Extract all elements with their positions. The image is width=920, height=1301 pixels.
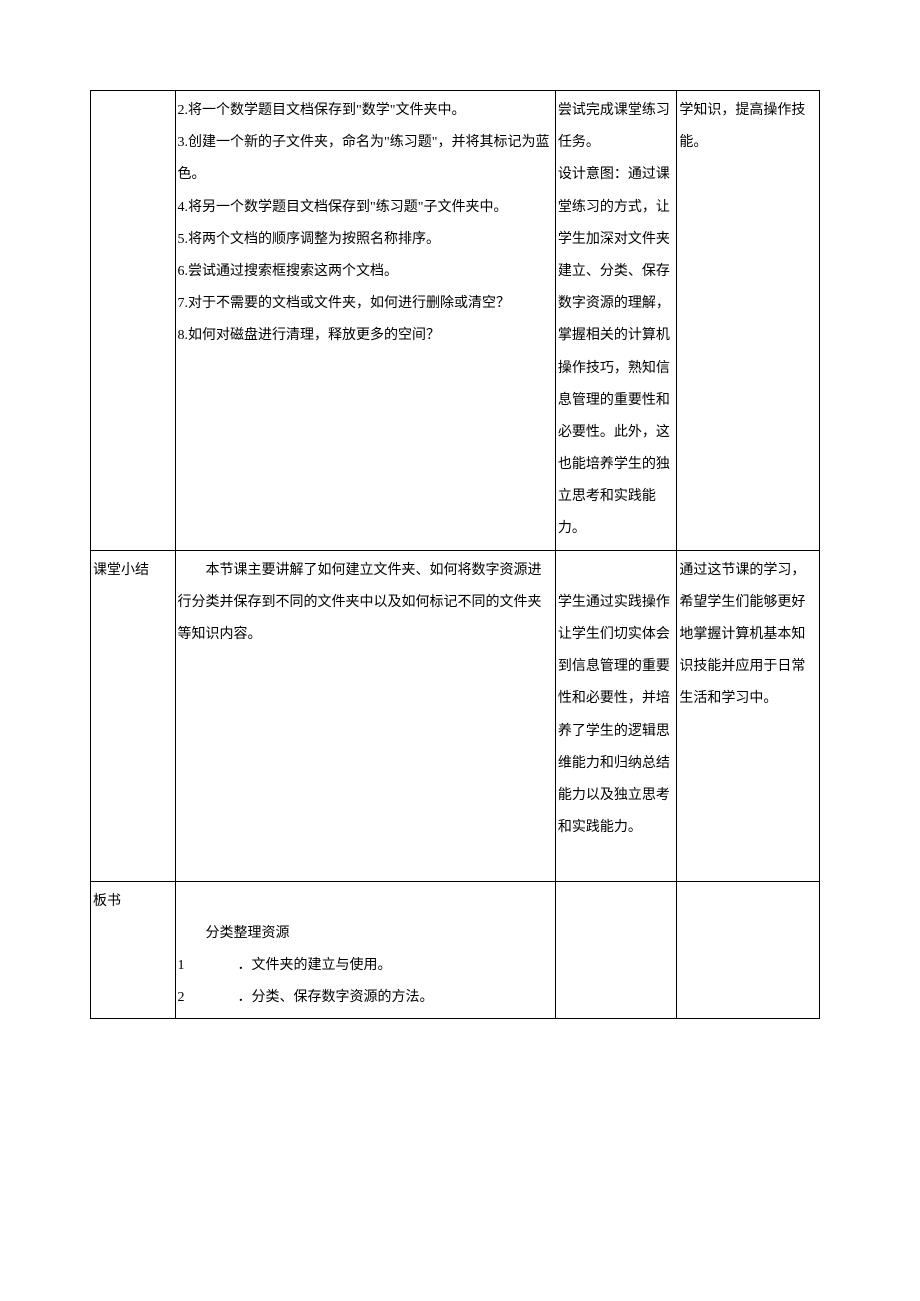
cell-design-intent	[677, 881, 820, 1019]
cell-student-activity: 学生通过实践操作让学生们切实体会到信息管理的重要性和必要性，并培养了学生的逻辑思…	[555, 550, 677, 881]
content-line: 8.如何对磁盘进行清理，释放更多的空间？	[178, 320, 553, 352]
board-item: 1．文件夹的建立与使用。	[178, 950, 553, 982]
content-line: 4.将另一个数学题目文档保存到"练习题"子文件夹中。	[178, 192, 553, 224]
table-row: 课堂小结 本节课主要讲解了如何建立文件夹、如何将数字资源进行分类并保存到不同的文…	[91, 550, 820, 881]
cell-student-activity	[555, 881, 677, 1019]
item-number: 2	[178, 982, 238, 1014]
content-line: 7.对于不需要的文档或文件夹，如何进行删除或清空？	[178, 288, 553, 320]
lesson-plan-table: 2.将一个数学题目文档保存到"数学"文件夹中。 3.创建一个新的子文件夹，命名为…	[90, 90, 820, 1019]
cell-stage: 板书	[91, 881, 176, 1019]
cell-design-intent: 通过这节课的学习，希望学生们能够更好地掌握计算机基本知识技能并应用于日常生活和学…	[677, 550, 820, 881]
cell-design-intent: 学知识，提高操作技能。	[677, 91, 820, 551]
student-activity-text: 学生通过实践操作让学生们切实体会到信息管理的重要性和必要性，并培养了学生的逻辑思…	[558, 595, 670, 835]
content-line: 5.将两个文档的顺序调整为按照名称排序。	[178, 224, 553, 256]
cell-stage: 课堂小结	[91, 550, 176, 881]
board-item: 2．分类、保存数字资源的方法。	[178, 982, 553, 1014]
content-line: 3.创建一个新的子文件夹，命名为"练习题"，并将其标记为蓝色。	[178, 127, 553, 191]
item-text: ．文件夹的建立与使用。	[238, 958, 392, 973]
table-row: 2.将一个数学题目文档保存到"数学"文件夹中。 3.创建一个新的子文件夹，命名为…	[91, 91, 820, 551]
cell-student-activity: 尝试完成课堂练习任务。 设计意图：通过课堂练习的方式，让学生加深对文件夹建立、分…	[555, 91, 677, 551]
document-page: 2.将一个数学题目文档保存到"数学"文件夹中。 3.创建一个新的子文件夹，命名为…	[0, 0, 920, 1109]
content-line: 6.尝试通过搜索框搜索这两个文档。	[178, 256, 553, 288]
cell-content: 2.将一个数学题目文档保存到"数学"文件夹中。 3.创建一个新的子文件夹，命名为…	[175, 91, 555, 551]
summary-text: 本节课主要讲解了如何建立文件夹、如何将数字资源进行分类并保存到不同的文件夹中以及…	[178, 555, 553, 652]
content-line: 2.将一个数学题目文档保存到"数学"文件夹中。	[178, 95, 553, 127]
table-row: 板书 分类整理资源 1．文件夹的建立与使用。 2．分类、保存数字资源的方法。	[91, 881, 820, 1019]
item-text: ．分类、保存数字资源的方法。	[238, 990, 434, 1005]
cell-content: 本节课主要讲解了如何建立文件夹、如何将数字资源进行分类并保存到不同的文件夹中以及…	[175, 550, 555, 881]
board-title: 分类整理资源	[178, 918, 553, 950]
item-number: 1	[178, 950, 238, 982]
cell-stage	[91, 91, 176, 551]
cell-content: 分类整理资源 1．文件夹的建立与使用。 2．分类、保存数字资源的方法。	[175, 881, 555, 1019]
